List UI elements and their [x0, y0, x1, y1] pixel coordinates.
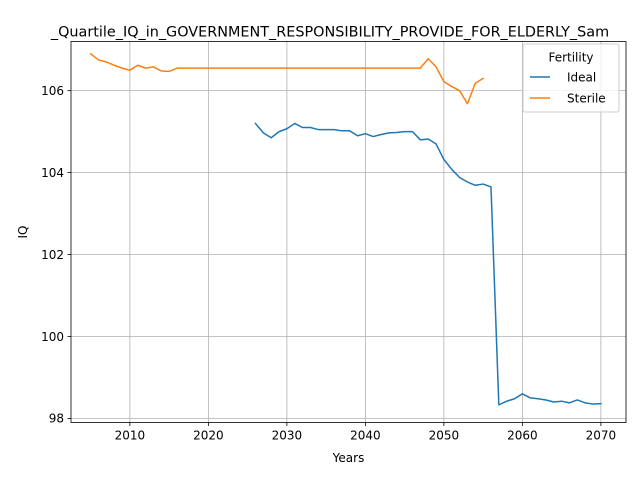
y-tick-label: 106	[41, 84, 64, 98]
plot-frame	[70, 41, 627, 423]
x-tick-label: 2040	[350, 429, 381, 443]
y-axis: 98 100 102 104 106	[41, 84, 71, 426]
chart-title: _Quartile_IQ_in_GOVERNMENT_RESPONSIBILIT…	[50, 25, 609, 41]
x-axis-label: Years	[332, 451, 365, 465]
x-tick-label: 2010	[115, 429, 146, 443]
legend-box	[522, 43, 620, 113]
y-tick-label: 98	[49, 412, 64, 426]
y-tick-label: 100	[41, 330, 64, 344]
y-tick-label: 104	[41, 166, 64, 180]
y-tick-label: 102	[41, 248, 64, 262]
series-line-ideal	[254, 122, 602, 406]
x-tick-label: 2020	[193, 429, 224, 443]
legend-label-ideal: Ideal	[567, 71, 596, 85]
legend-label-sterile: Sterile	[567, 92, 606, 106]
grid-lines	[71, 41, 626, 423]
series-layer	[89, 52, 602, 406]
x-tick-label: 2050	[429, 429, 460, 443]
x-tick-label: 2060	[507, 429, 538, 443]
y-axis-label: IQ	[16, 226, 30, 239]
legend: Fertility Ideal Sterile	[522, 43, 620, 113]
series-line-sterile	[89, 52, 485, 105]
x-tick-label: 2070	[586, 429, 617, 443]
x-axis: 2010 2020 2030 2040 2050 2060 2070	[115, 422, 617, 443]
legend-title: Fertility	[548, 51, 593, 65]
x-tick-label: 2030	[272, 429, 303, 443]
